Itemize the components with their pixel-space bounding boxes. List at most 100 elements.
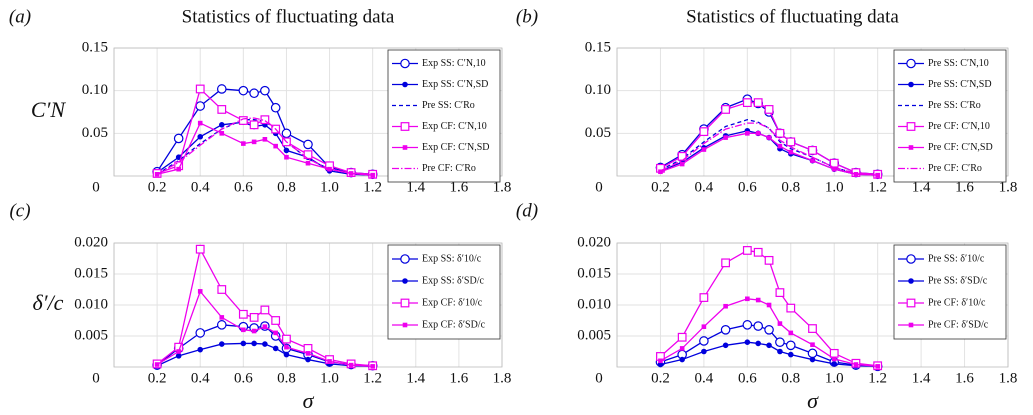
x-tick-label: 0.8 <box>277 179 296 195</box>
marker <box>807 348 818 359</box>
marker <box>303 150 313 160</box>
marker <box>764 255 774 265</box>
marker <box>787 351 794 358</box>
marker <box>303 139 313 150</box>
marker <box>906 58 916 69</box>
marker <box>197 346 204 353</box>
series-line <box>156 122 373 176</box>
marker <box>260 305 270 315</box>
marker <box>853 171 859 177</box>
marker <box>777 321 783 326</box>
x-tick-label: 1.8 <box>999 370 1018 386</box>
marker <box>745 296 750 302</box>
x-tick-label: 1.2 <box>868 179 887 195</box>
x-tick-label: 0.2 <box>651 370 670 386</box>
legend: Pre SS: δ′10/c Pre SS: δ′SD/c Pre CF: δ′10… <box>893 244 1007 340</box>
series-line <box>156 87 373 175</box>
x-tick-label: 0 <box>595 370 603 386</box>
legend-label: Pre CF: C′N,10 <box>928 121 990 132</box>
marker <box>262 137 268 142</box>
series-line <box>156 88 373 175</box>
marker <box>217 105 227 114</box>
marker <box>742 246 752 255</box>
x-tick-label: 1.0 <box>825 179 844 195</box>
marker <box>742 320 753 330</box>
marker <box>755 297 761 303</box>
x-tick-label: 1.0 <box>320 179 339 195</box>
marker <box>262 341 268 347</box>
legend: Pre SS: C′N,10 Pre SS: C′N,SD Pre SS: C′Ro… <box>893 49 1007 183</box>
marker <box>831 356 837 362</box>
y-tick-label: 0.010 <box>74 296 108 312</box>
marker <box>808 146 817 155</box>
series-line <box>660 122 878 176</box>
marker <box>766 135 772 140</box>
legend-box <box>893 49 1007 183</box>
marker <box>249 88 259 99</box>
marker <box>284 344 289 350</box>
marker <box>908 322 914 328</box>
marker <box>216 320 227 330</box>
marker <box>721 258 731 268</box>
marker <box>775 288 785 297</box>
marker <box>908 145 914 150</box>
y-tick-label: 0.05 <box>585 125 611 141</box>
x-tick-label: 1.8 <box>999 179 1018 195</box>
marker <box>755 131 761 136</box>
x-tick-label: 0.6 <box>234 370 253 386</box>
x-tick-label: 0.4 <box>695 370 714 386</box>
marker <box>251 328 257 334</box>
marker <box>775 337 785 347</box>
x-tick-label: 1.2 <box>363 370 382 386</box>
marker <box>400 122 410 131</box>
marker <box>677 151 687 161</box>
legend-label: Pre CF: C′Ro <box>928 163 982 174</box>
x-tick-label: 1.4 <box>912 370 931 386</box>
marker <box>195 84 205 94</box>
marker <box>249 120 259 130</box>
marker <box>786 137 796 147</box>
legend-label: Pre SS: C′N,10 <box>928 58 989 69</box>
legend-label: Exp CF: δ′10/c <box>422 297 483 308</box>
marker <box>402 322 408 328</box>
marker <box>219 131 225 136</box>
marker <box>195 244 205 254</box>
panel-label: (c) <box>9 200 30 221</box>
x-tick-label: 0.4 <box>191 179 210 195</box>
x-tick-label: 0.8 <box>277 370 296 386</box>
marker <box>720 324 731 335</box>
x-tick-label: 0.4 <box>191 370 210 386</box>
legend-label: Exp CF: C′N,SD <box>422 142 489 153</box>
x-tick-label: 0.4 <box>695 179 714 195</box>
panel-label: (a) <box>9 6 31 27</box>
legend-label: Pre CF: C′N,SD <box>928 142 993 153</box>
marker <box>400 254 410 264</box>
marker <box>679 356 685 363</box>
marker <box>764 105 774 114</box>
marker <box>305 356 311 363</box>
marker <box>400 298 410 308</box>
marker <box>281 128 292 139</box>
legend-label: Pre SS: C′Ro <box>928 100 981 111</box>
marker <box>241 327 246 333</box>
marker <box>348 362 354 368</box>
marker <box>788 149 794 155</box>
marker <box>723 135 728 140</box>
marker <box>282 334 291 344</box>
y-tick-label: 0.05 <box>82 125 108 141</box>
marker <box>766 302 772 308</box>
marker <box>831 166 837 172</box>
legend-label: Pre CF: C′Ro <box>422 163 476 174</box>
marker <box>370 172 375 178</box>
marker <box>701 147 707 152</box>
x-tick-label: 1.4 <box>912 179 931 195</box>
marker <box>305 351 311 356</box>
marker <box>197 289 203 294</box>
x-tick-label: 1.4 <box>406 370 425 386</box>
y-tick-label: 0.15 <box>585 39 611 55</box>
x-tick-label: 0.2 <box>651 179 670 195</box>
marker <box>175 353 182 359</box>
legend-label: Pre CF: δ′10/c <box>928 297 986 308</box>
marker <box>249 313 259 322</box>
marker <box>853 362 859 367</box>
